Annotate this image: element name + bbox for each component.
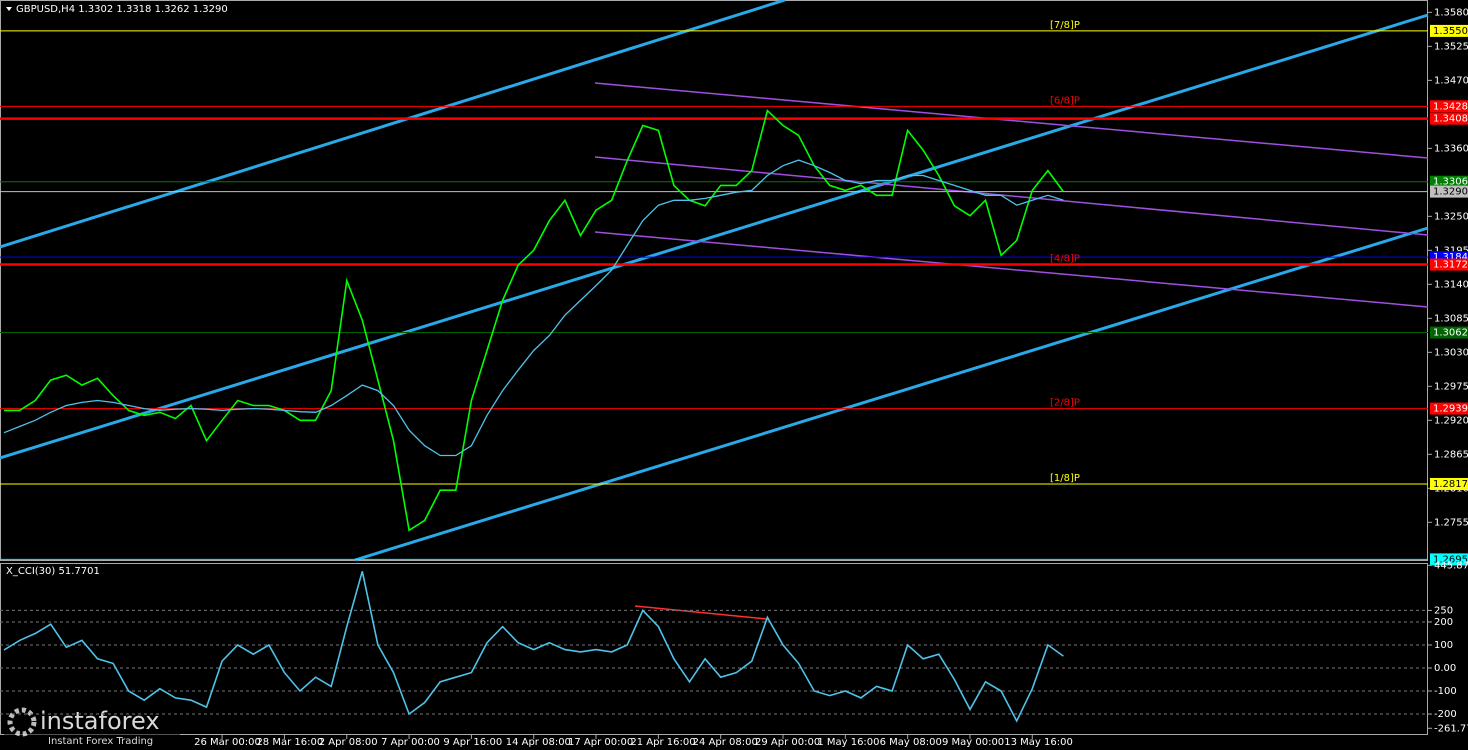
watermark-logo (7, 707, 37, 737)
level-label: 1.2817 (1433, 479, 1468, 490)
regression-line (594, 156, 1429, 236)
y-tick-label: 1.3030 (1434, 347, 1468, 358)
series-line (3, 159, 1064, 457)
level-label: 1.2695 (1433, 554, 1468, 565)
x-tick-label: 14 Apr 08:00 (506, 737, 571, 748)
y-tick-label: 100 (1434, 640, 1453, 651)
level-label: 1.3290 (1433, 187, 1468, 198)
level-label-bg (1430, 185, 1468, 198)
y-tick-label: 1.3525 (1434, 41, 1468, 52)
x-tick-label: 2 Apr 08:00 (319, 737, 378, 748)
x-tick-label: 24 Apr 08:00 (693, 737, 758, 748)
y-tick-label: 1.3195 (1434, 245, 1468, 256)
level-tag: [4/8]P (1050, 254, 1080, 265)
level-tag: [6/8]P (1050, 95, 1080, 106)
level-label-bg (1430, 326, 1468, 339)
watermark: instaforex Instant Forex Trading (4, 706, 180, 750)
level-label-bg (1430, 24, 1468, 37)
watermark-bg (4, 706, 180, 750)
y-tick-label: -200 (1434, 709, 1457, 720)
x-tick-label: 28 Mar 16:00 (256, 737, 323, 748)
level-label-bg (1430, 175, 1468, 188)
watermark-brand: instaforex (40, 707, 160, 735)
cci-panel-frame (0, 563, 1428, 735)
y-tick-label: -261.7757 (1434, 723, 1468, 734)
level-tag: [1/8]P (1050, 473, 1080, 484)
drawings (0, 0, 1429, 620)
x-tick-label: 21 Apr 16:00 (630, 737, 695, 748)
level-label-bg (1430, 477, 1468, 490)
x-tick-label: 7 Apr 00:00 (381, 737, 440, 748)
y-tick-label: 0.00 (1434, 663, 1456, 674)
y-tick-label: -100 (1434, 686, 1457, 697)
y-tick-label: 1.2975 (1434, 381, 1468, 392)
channel-line (354, 226, 1429, 562)
watermark-tagline: Instant Forex Trading (48, 736, 153, 747)
main-panel-frame (0, 0, 1428, 561)
level-label: 1.3428 (1433, 101, 1468, 112)
series-line (3, 571, 1064, 723)
regression-line (594, 82, 1429, 159)
x-tick-label: 6 May 08:00 (880, 737, 942, 748)
level-label: 1.3172 (1433, 260, 1468, 271)
level-label: 1.3408 (1433, 114, 1468, 125)
level-label: 1.3062 (1433, 328, 1468, 339)
level-label: 1.3184 (1433, 252, 1468, 263)
level-label: 1.3550 (1433, 26, 1468, 37)
x-tick-label: 29 Apr 00:00 (755, 737, 820, 748)
level-label-bg (1430, 258, 1468, 271)
channel-line (0, 0, 786, 249)
x-tick-label: 9 Apr 16:00 (443, 737, 502, 748)
x-tick-label: 1 May 16:00 (817, 737, 879, 748)
series-line (4, 109, 1065, 532)
y-tick-label: 1.3360 (1434, 143, 1468, 154)
level-tag: [2/8]P (1050, 398, 1080, 409)
x-tick-label: 9 May 00:00 (942, 737, 1004, 748)
level-label-bg (1430, 553, 1468, 566)
level-label: 1.2939 (1433, 404, 1468, 415)
y-tick-label: 1.3580 (1434, 7, 1468, 18)
menu-arrow (6, 7, 12, 11)
y-tick-label: 1.2755 (1434, 517, 1468, 528)
indicator-title: X_CCI(30) 51.7701 (6, 566, 100, 577)
y-tick-label: 1.2865 (1434, 449, 1468, 460)
level-label: 1.3306 (1433, 177, 1468, 188)
x-tick-label: 17 Apr 00:00 (568, 737, 633, 748)
y-tick-label: 200 (1434, 617, 1453, 628)
y-tick-label: 1.3250 (1434, 211, 1468, 222)
divergence-line (634, 605, 768, 620)
y-tick-label: 445.8715 (1434, 560, 1468, 571)
y-tick-label: 250 (1434, 605, 1453, 616)
y-tick-label: 1.3140 (1434, 279, 1468, 290)
level-label-bg (1430, 112, 1468, 125)
chart-title: GBPUSD,H4 1.3302 1.3318 1.3262 1.3290 (16, 4, 228, 15)
y-tick-label: 1.2920 (1434, 415, 1468, 426)
x-tick-label: 26 Mar 00:00 (194, 737, 261, 748)
regression-line (594, 231, 1429, 308)
channel-line (0, 13, 1429, 460)
y-tick-label: 1.3470 (1434, 75, 1468, 86)
x-tick-label: 13 May 16:00 (1004, 737, 1073, 748)
level-tag: [7/8]P (1050, 20, 1080, 31)
y-tick-label: 1.3085 (1434, 313, 1468, 324)
level-label-bg (1430, 402, 1468, 415)
level-label-bg (1430, 100, 1468, 113)
